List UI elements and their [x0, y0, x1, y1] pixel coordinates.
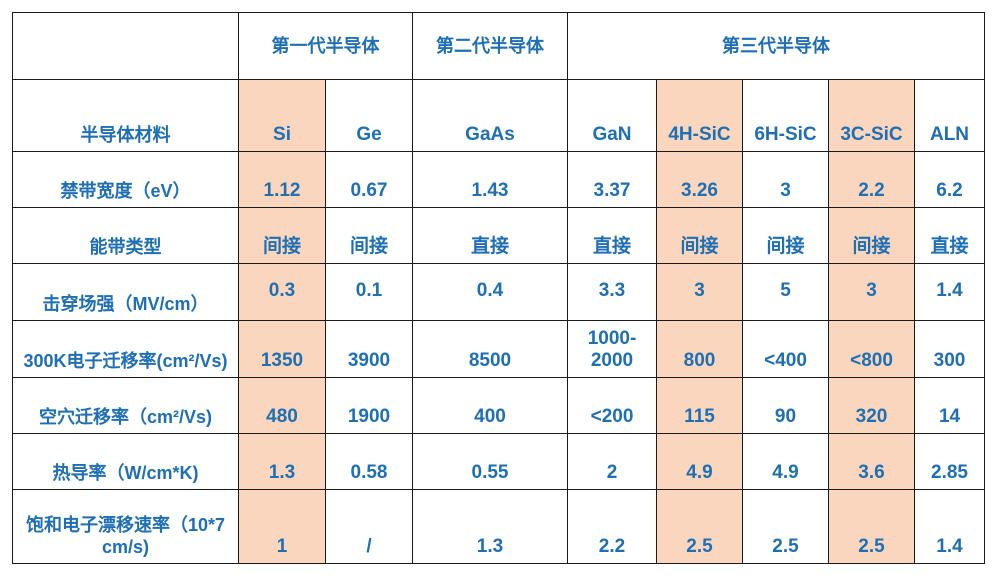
row-breakdown-field: 击穿场强（MV/cm） 0.3 0.1 0.4 3.3 3 5 3 1.4 — [12, 263, 986, 321]
row-label: 禁带宽度（eV） — [12, 151, 239, 208]
corner-cell — [12, 12, 239, 80]
cell-value: 1000-2000 — [567, 320, 657, 378]
cell-value: 间接 — [238, 207, 326, 264]
cell-value: 1.3 — [238, 433, 326, 490]
cell-value: 0.3 — [238, 263, 326, 321]
cell-value: 间接 — [656, 207, 743, 264]
cell-value: 直接 — [412, 207, 568, 264]
cell-value: 3 — [656, 263, 743, 321]
row-label: 300K电子迁移率(cm²/Vs) — [12, 320, 239, 378]
row-hole-mobility: 空穴迁移率（cm²/Vs) 480 1900 400 <200 115 90 3… — [12, 377, 986, 434]
cell-value: 115 — [656, 377, 743, 434]
cell-value: 4.9 — [742, 433, 829, 490]
cell-value: 400 — [412, 377, 568, 434]
material-ge: Ge — [325, 79, 413, 152]
cell-value: <800 — [828, 320, 915, 378]
cell-value: 1.3 — [412, 489, 568, 564]
material-aln: ALN — [913, 79, 986, 152]
cell-value: 800 — [656, 320, 743, 378]
cell-value: 2.5 — [742, 489, 829, 564]
row-thermal-conductivity: 热导率（W/cm*K) 1.3 0.58 0.55 2 4.9 4.9 3.6 … — [12, 433, 986, 490]
cell-value: 2.5 — [656, 489, 743, 564]
row-bandgap: 禁带宽度（eV） 1.12 0.67 1.43 3.37 3.26 3 2.2 … — [12, 151, 986, 208]
cell-value: 8500 — [412, 320, 568, 378]
row-electron-mobility: 300K电子迁移率(cm²/Vs) 1350 3900 8500 1000-20… — [12, 320, 986, 378]
cell-value: 3 — [742, 151, 829, 208]
cell-value: 320 — [828, 377, 915, 434]
row-label: 击穿场强（MV/cm） — [12, 263, 239, 321]
materials-row: 半导体材料 Si Ge GaAs GaN 4H-SiC 6H-SiC 3C-Si… — [12, 79, 986, 152]
material-3c-sic: 3C-SiC — [828, 79, 915, 152]
cell-value: 3900 — [325, 320, 413, 378]
cell-value: 14 — [913, 377, 986, 434]
cell-value: 0.55 — [412, 433, 568, 490]
cell-value: 直接 — [567, 207, 657, 264]
cell-value: 2.2 — [567, 489, 657, 564]
row-label: 空穴迁移率（cm²/Vs) — [12, 377, 239, 434]
cell-value: 90 — [742, 377, 829, 434]
cell-value: 直接 — [913, 207, 986, 264]
row-label: 能带类型 — [12, 207, 239, 264]
cell-value: 480 — [238, 377, 326, 434]
row-saturation-velocity: 饱和电子漂移速率（10*7 cm/s) 1 / 1.3 2.2 2.5 2.5 … — [12, 489, 986, 564]
semiconductor-comparison-table: 第一代半导体 第二代半导体 第三代半导体 半导体材料 Si Ge GaAs Ga… — [12, 12, 986, 564]
cell-value: 5 — [742, 263, 829, 321]
cell-value: 2.5 — [828, 489, 915, 564]
material-gan: GaN — [567, 79, 657, 152]
cell-value: 1.4 — [913, 263, 986, 321]
cell-value: 1.12 — [238, 151, 326, 208]
cell-value: 3 — [828, 263, 915, 321]
row-band-type: 能带类型 间接 间接 直接 直接 间接 间接 间接 直接 — [12, 207, 986, 264]
row-label: 饱和电子漂移速率（10*7 cm/s) — [12, 489, 239, 564]
cell-value: 0.67 — [325, 151, 413, 208]
cell-value: 3.3 — [567, 263, 657, 321]
cell-value: 间接 — [742, 207, 829, 264]
generation-header-row: 第一代半导体 第二代半导体 第三代半导体 — [12, 12, 986, 80]
cell-value: 1 — [238, 489, 326, 564]
cell-value: 0.58 — [325, 433, 413, 490]
cell-value: 1.4 — [913, 489, 986, 564]
material-gaas: GaAs — [412, 79, 568, 152]
cell-value: 间接 — [828, 207, 915, 264]
cell-value: 0.1 — [325, 263, 413, 321]
cell-value: <200 — [567, 377, 657, 434]
cell-value: 1.43 — [412, 151, 568, 208]
cell-value: 1350 — [238, 320, 326, 378]
generation-1-header: 第一代半导体 — [238, 12, 413, 80]
material-4h-sic: 4H-SiC — [656, 79, 743, 152]
row-label: 热导率（W/cm*K) — [12, 433, 239, 490]
cell-value: 300 — [913, 320, 986, 378]
cell-value: 3.37 — [567, 151, 657, 208]
generation-3-header: 第三代半导体 — [566, 12, 986, 80]
cell-value: 2.85 — [913, 433, 986, 490]
material-6h-sic: 6H-SiC — [742, 79, 829, 152]
cell-value: 0.4 — [412, 263, 568, 321]
cell-value: 2 — [567, 433, 657, 490]
cell-value: 1900 — [325, 377, 413, 434]
cell-value: 间接 — [325, 207, 413, 264]
cell-value: 6.2 — [913, 151, 986, 208]
cell-value: <400 — [742, 320, 829, 378]
cell-value: 3.26 — [656, 151, 743, 208]
cell-value: 4.9 — [656, 433, 743, 490]
generation-2-header: 第二代半导体 — [412, 12, 568, 80]
cell-value: / — [325, 489, 413, 564]
cell-value: 2.2 — [828, 151, 915, 208]
cell-value: 3.6 — [828, 433, 915, 490]
materials-label: 半导体材料 — [12, 79, 239, 152]
material-si: Si — [238, 79, 326, 152]
